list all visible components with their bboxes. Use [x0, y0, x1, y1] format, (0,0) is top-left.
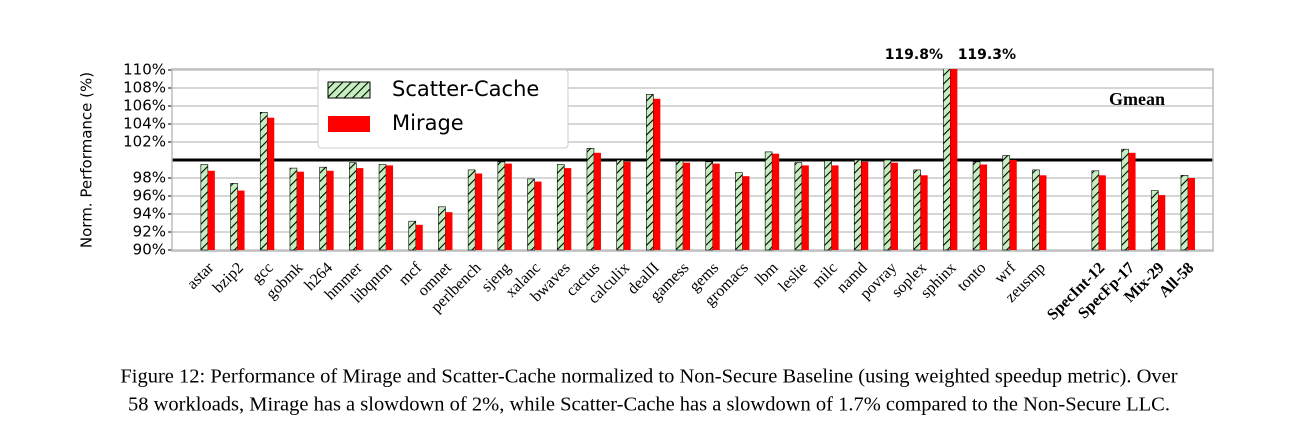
bar [349, 162, 357, 251]
bar [319, 166, 327, 251]
bar [1091, 170, 1100, 251]
bar [950, 69, 958, 251]
bar [200, 164, 209, 251]
bar [415, 224, 423, 250]
bar [467, 169, 476, 251]
bar [289, 167, 298, 251]
bar [675, 160, 684, 251]
bar [772, 153, 780, 250]
bar [742, 176, 750, 250]
y-tick-label: 104% [123, 115, 166, 133]
y-tick-label: 94% [133, 205, 166, 223]
x-tick-label: tonto [954, 259, 989, 294]
bar [586, 148, 595, 251]
legend-label: Mirage [392, 111, 464, 135]
x-tick-label: bzip2 [210, 259, 247, 296]
bar [712, 163, 720, 250]
bar [972, 161, 981, 251]
caption: Figure 12: Performance of Mirage and Sca… [120, 366, 1177, 388]
bar [1158, 195, 1166, 250]
annotation: Gmean [1109, 89, 1165, 109]
bar [1128, 152, 1136, 250]
bar [564, 168, 572, 250]
y-axis-label: Norm. Performance (%) [78, 72, 96, 248]
bar [980, 164, 988, 250]
bar [504, 163, 512, 250]
bar [1032, 169, 1040, 251]
y-tick-label: 92% [133, 223, 166, 241]
plot-frame [171, 68, 1214, 252]
bar [794, 162, 803, 251]
bar [646, 94, 654, 251]
bar [534, 181, 542, 250]
value-label: 119.8% [885, 47, 943, 63]
bar [356, 168, 364, 250]
bar [556, 164, 565, 251]
y-tick-label: 110% [123, 61, 166, 79]
x-tick-label: leslie [775, 259, 811, 295]
legend-swatch [328, 116, 370, 132]
legend-box [317, 69, 569, 149]
bar [705, 161, 714, 251]
bar [861, 161, 869, 250]
bar [824, 160, 832, 251]
bar [296, 171, 304, 250]
legend: Scatter-Cache Mirage [317, 69, 569, 149]
bar [943, 69, 951, 251]
bar [1002, 155, 1011, 251]
bar [1187, 178, 1195, 250]
bar [1150, 190, 1159, 251]
bar [267, 117, 275, 250]
x-tick-label: All-58 [1156, 259, 1198, 301]
bar [386, 165, 394, 250]
bar [527, 178, 535, 251]
bar [207, 170, 215, 250]
value-label: 119.3% [958, 47, 1016, 63]
y-tick-label: 98% [133, 169, 166, 187]
bar [593, 152, 601, 250]
y-tick-label: 106% [123, 97, 166, 115]
bar [831, 165, 839, 250]
bar [920, 175, 928, 250]
bar [883, 159, 892, 251]
bar [497, 161, 506, 251]
bar [1039, 175, 1047, 250]
bar [913, 169, 921, 251]
legend-swatch [327, 81, 371, 99]
bar [764, 151, 773, 251]
bar [230, 183, 238, 251]
y-tick-label: 96% [133, 187, 166, 205]
bars [200, 69, 1195, 251]
bar [1009, 160, 1017, 250]
bar [623, 161, 631, 250]
bar [801, 165, 809, 250]
bar [683, 162, 691, 250]
bar [890, 162, 898, 250]
bar [475, 173, 483, 250]
bar [237, 190, 245, 250]
caption: 58 workloads, Mirage has a slowdown of 2… [128, 394, 1170, 416]
bar [1180, 175, 1189, 251]
bar [259, 112, 268, 251]
bar [653, 98, 661, 250]
bar [408, 220, 417, 251]
y-tick-label: 90% [133, 241, 166, 259]
bar [445, 212, 453, 250]
bar [438, 206, 446, 251]
bar [378, 164, 387, 251]
bar [616, 159, 624, 251]
y-tick-label: 102% [123, 133, 166, 151]
y-tick-label: 108% [123, 79, 166, 97]
bar [735, 172, 743, 251]
bar [1121, 148, 1129, 251]
legend-label: Scatter-Cache [392, 77, 539, 101]
bar [326, 170, 334, 250]
bar [853, 159, 862, 251]
bar [1098, 175, 1106, 250]
